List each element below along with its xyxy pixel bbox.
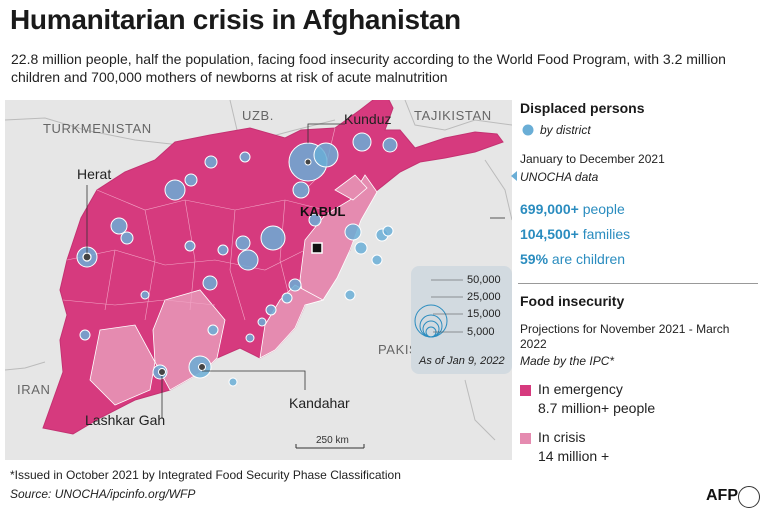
stat-children: 59% are children (520, 251, 760, 267)
food-heading: Food insecurity (520, 293, 625, 309)
food-made-by: Made by the IPC* (520, 354, 615, 368)
stat-people: 699,000+ people (520, 201, 760, 217)
food-projection: Projections for November 2021 - March 20… (520, 322, 730, 351)
border-line (5, 117, 181, 146)
pointer-arrow-icon (511, 171, 517, 181)
footnote: *Issued in October 2021 by Integrated Fo… (10, 468, 401, 482)
country-label-uzbekistan: UZB. (242, 108, 275, 123)
crisis-value: 14 million + (538, 448, 610, 464)
city-label-lashkar-gah: Lashkar Gah (85, 412, 166, 428)
stat-people-label: people (582, 201, 625, 217)
city-label-kandahar: Kandahar (289, 395, 350, 411)
stat-families-value: 104,500+ (520, 226, 579, 242)
city-label-herat: Herat (77, 166, 112, 182)
city-label-kabul: KABUL (300, 204, 346, 219)
crisis-label: In crisis (538, 429, 586, 445)
emergency-swatch (520, 385, 531, 396)
stat-families-label: families (582, 226, 631, 242)
city-marker-kabul (311, 242, 323, 254)
page-subtitle: 22.8 million people, half the population… (11, 51, 726, 85)
emergency-label: In emergency (538, 381, 623, 397)
city-marker-lashkar-gah (158, 368, 166, 376)
bubble-swatch-icon (522, 124, 534, 136)
border-line (404, 100, 512, 131)
map-graphic (5, 100, 512, 449)
border-line (484, 159, 512, 221)
crisis-swatch (520, 433, 531, 444)
city-label-kunduz: Kunduz (344, 111, 392, 127)
bubble-size-legend: 50,000 25,000 15,000 5,000 As of Jan 9, … (411, 266, 512, 374)
border-line (464, 379, 496, 441)
stat-children-label: are children (551, 251, 626, 267)
stat-people-value: 699,000+ (520, 201, 579, 217)
afp-logo-circle (738, 486, 760, 508)
section-divider (518, 283, 758, 284)
bubble-legend-circles (414, 279, 463, 338)
by-district-label: by district (540, 123, 591, 137)
scale-label: 250 km (316, 435, 349, 446)
leader-lines (86, 123, 505, 418)
region-crisis-west (89, 324, 156, 406)
city-marker-kunduz (304, 158, 312, 166)
afp-logo: AFP (706, 487, 738, 504)
city-marker-herat (82, 252, 92, 262)
page-title: Humanitarian crisis in Afghanistan (10, 4, 461, 35)
stat-families: 104,500+ families (520, 226, 760, 242)
bubble-legend-value: 5,000 (467, 326, 495, 338)
bubble-legend-date: As of Jan 9, 2022 (419, 355, 505, 367)
city-marker-kandahar (198, 363, 206, 371)
border-line (5, 361, 46, 371)
country-label-iran: IRAN (17, 382, 51, 397)
displaced-heading: Displaced persons (520, 100, 645, 116)
source-credit: Source: UNOCHA/ipcinfo.org/WFP (10, 487, 196, 501)
stat-children-value: 59% (520, 251, 549, 267)
displaced-period: January to December 2021 (520, 152, 665, 166)
displacement-bubbles (76, 132, 398, 387)
bubble-legend-value: 15,000 (467, 308, 501, 320)
bubble-legend-value: 50,000 (467, 274, 501, 286)
emergency-value: 8.7 million+ people (538, 400, 656, 416)
region-crisis-north (334, 174, 368, 201)
afghanistan-map: TURKMENISTAN UZB. TAJIKISTAN PAKISTAN IR… (5, 100, 512, 460)
bubble-legend-value: 25,000 (467, 291, 501, 303)
displaced-source-note: UNOCHA data (520, 170, 599, 184)
scale-bar (295, 444, 365, 449)
country-label-tajikistan: TAJIKISTAN (414, 108, 492, 123)
country-label-turkmenistan: TURKMENISTAN (43, 121, 152, 136)
